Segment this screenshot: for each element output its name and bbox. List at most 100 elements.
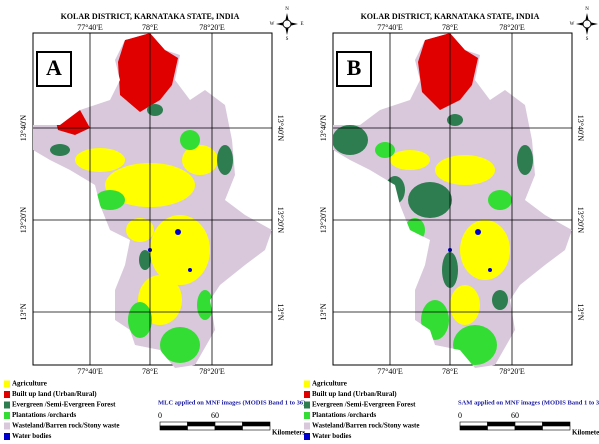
legend-label: Evergreen /Semi-Evergreen Forest <box>312 401 416 409</box>
scale-segment <box>542 425 571 431</box>
legend-label: Wasteland/Barren rock/Stony waste <box>12 422 119 430</box>
legend-label: Water bodies <box>312 432 352 440</box>
panel-letter-box <box>36 51 72 87</box>
land-cover-patch <box>188 268 192 272</box>
panel-letter: B <box>347 55 362 80</box>
scale-label: 60 <box>511 411 519 420</box>
longitude-label: 78°20'E <box>199 23 225 32</box>
latitude-label: 13°40'N <box>319 115 328 142</box>
legend-label: Plantations /orchards <box>12 411 77 419</box>
land-cover-patch <box>390 150 430 170</box>
scale-label: 60 <box>211 411 219 420</box>
legend-label: Agriculture <box>12 380 47 388</box>
land-cover-patch <box>175 229 181 235</box>
longitude-label: 77°40'E <box>377 367 403 376</box>
longitude-label: 77°40'E <box>377 23 403 32</box>
compass-letter: S <box>586 37 589 42</box>
scale-segment <box>459 421 488 427</box>
map-title: KOLAR DISTRICT, KARNATAKA STATE, INDIA <box>61 12 240 21</box>
scale-label: 0 <box>158 411 162 420</box>
land-cover-patch <box>488 190 512 210</box>
land-cover-patch <box>50 144 70 156</box>
legend-swatch <box>4 433 10 440</box>
scale-segment <box>159 421 188 427</box>
scale-unit: Kilometers <box>572 429 599 437</box>
land-cover-patch <box>333 125 368 155</box>
scale-segment <box>159 425 188 431</box>
land-cover-patch <box>197 290 213 320</box>
compass-letter: W <box>570 22 575 27</box>
compass-letter: E <box>300 22 303 27</box>
scale-segment <box>242 425 271 431</box>
land-cover-patch <box>418 33 478 110</box>
legend-swatch <box>304 422 310 430</box>
map-caption: MLC applied on MNF images (MODIS Band 1 … <box>158 399 305 406</box>
longitude-label: 78°E <box>442 23 458 32</box>
land-cover-patch <box>182 145 218 175</box>
latitude-label: 13°20'N <box>276 207 285 234</box>
legend-label: Built up land (Urban/Rural) <box>12 390 97 398</box>
land-cover-patch <box>128 302 152 338</box>
land-cover-patch <box>75 148 125 172</box>
longitude-label: 78°E <box>142 367 158 376</box>
longitude-label: 78°20'E <box>499 23 525 32</box>
land-cover-patch <box>488 268 492 272</box>
north-arrow: N E S W <box>270 7 304 42</box>
panel-letter-box <box>336 51 372 87</box>
longitude-label: 77°40'E <box>77 367 103 376</box>
land-cover-patch <box>139 250 151 270</box>
compass-letter: N <box>285 7 289 12</box>
legend-swatch <box>4 412 10 419</box>
land-cover-patch <box>435 155 495 185</box>
latitude-label: 13°40'N <box>19 115 28 142</box>
legend-swatch <box>304 391 310 398</box>
latitude-label: 13°40'N <box>276 115 285 142</box>
scale-segment <box>487 421 516 427</box>
land-cover-patch <box>126 218 154 242</box>
land-cover-patch <box>95 190 125 210</box>
scale-label: 0 <box>458 411 462 420</box>
map-caption: SAM applied on MNF images (MODIS Band 1 … <box>458 399 599 406</box>
map-title: KOLAR DISTRICT, KARNATAKA STATE, INDIA <box>361 12 540 21</box>
latitude-label: 13°20'N <box>576 207 585 234</box>
scale-segment <box>214 421 243 427</box>
compass-letter: W <box>270 22 275 27</box>
land-cover-patch <box>160 327 200 363</box>
longitude-label: 78°20'E <box>199 367 225 376</box>
legend-swatch <box>4 391 10 398</box>
scale-segment <box>187 421 216 427</box>
land-cover-patch <box>447 114 463 126</box>
scale-segment <box>514 421 543 427</box>
scale-unit: Kilometers <box>272 429 305 437</box>
compass-ring <box>582 19 592 29</box>
longitude-label: 78°E <box>442 367 458 376</box>
map-panel: KOLAR DISTRICT, KARNATAKA STATE, INDIA N E… <box>4 7 305 440</box>
scale-segment <box>459 425 488 431</box>
latitude-label: 13°40'N <box>576 115 585 142</box>
legend-swatch <box>304 412 310 419</box>
land-cover-patch <box>517 145 533 175</box>
land-cover-patch <box>375 142 395 158</box>
legend-label: Built up land (Urban/Rural) <box>312 390 397 398</box>
legend-label: Wasteland/Barren rock/Stony waste <box>312 422 419 430</box>
land-cover-patch <box>492 290 508 310</box>
legend-swatch <box>304 380 310 388</box>
latitude-label: 13°20'N <box>19 207 28 234</box>
legend-label: Evergreen /Semi-Evergreen Forest <box>12 401 116 409</box>
scale-segment <box>214 425 243 431</box>
legend-swatch <box>4 422 10 430</box>
land-cover-patch <box>475 229 481 235</box>
scale-segment <box>487 425 516 431</box>
land-cover-patch <box>460 220 510 280</box>
longitude-label: 78°E <box>142 23 158 32</box>
latitude-label: 13°N <box>576 304 585 321</box>
longitude-label: 78°20'E <box>499 367 525 376</box>
land-cover-patch <box>408 182 452 218</box>
compass-letter: S <box>286 37 289 42</box>
legend-swatch <box>4 380 10 388</box>
legend-swatch <box>304 401 310 409</box>
map-panel: KOLAR DISTRICT, KARNATAKA STATE, INDIA N E… <box>304 7 599 440</box>
latitude-label: 13°20'N <box>319 207 328 234</box>
scale-segment <box>187 425 216 431</box>
